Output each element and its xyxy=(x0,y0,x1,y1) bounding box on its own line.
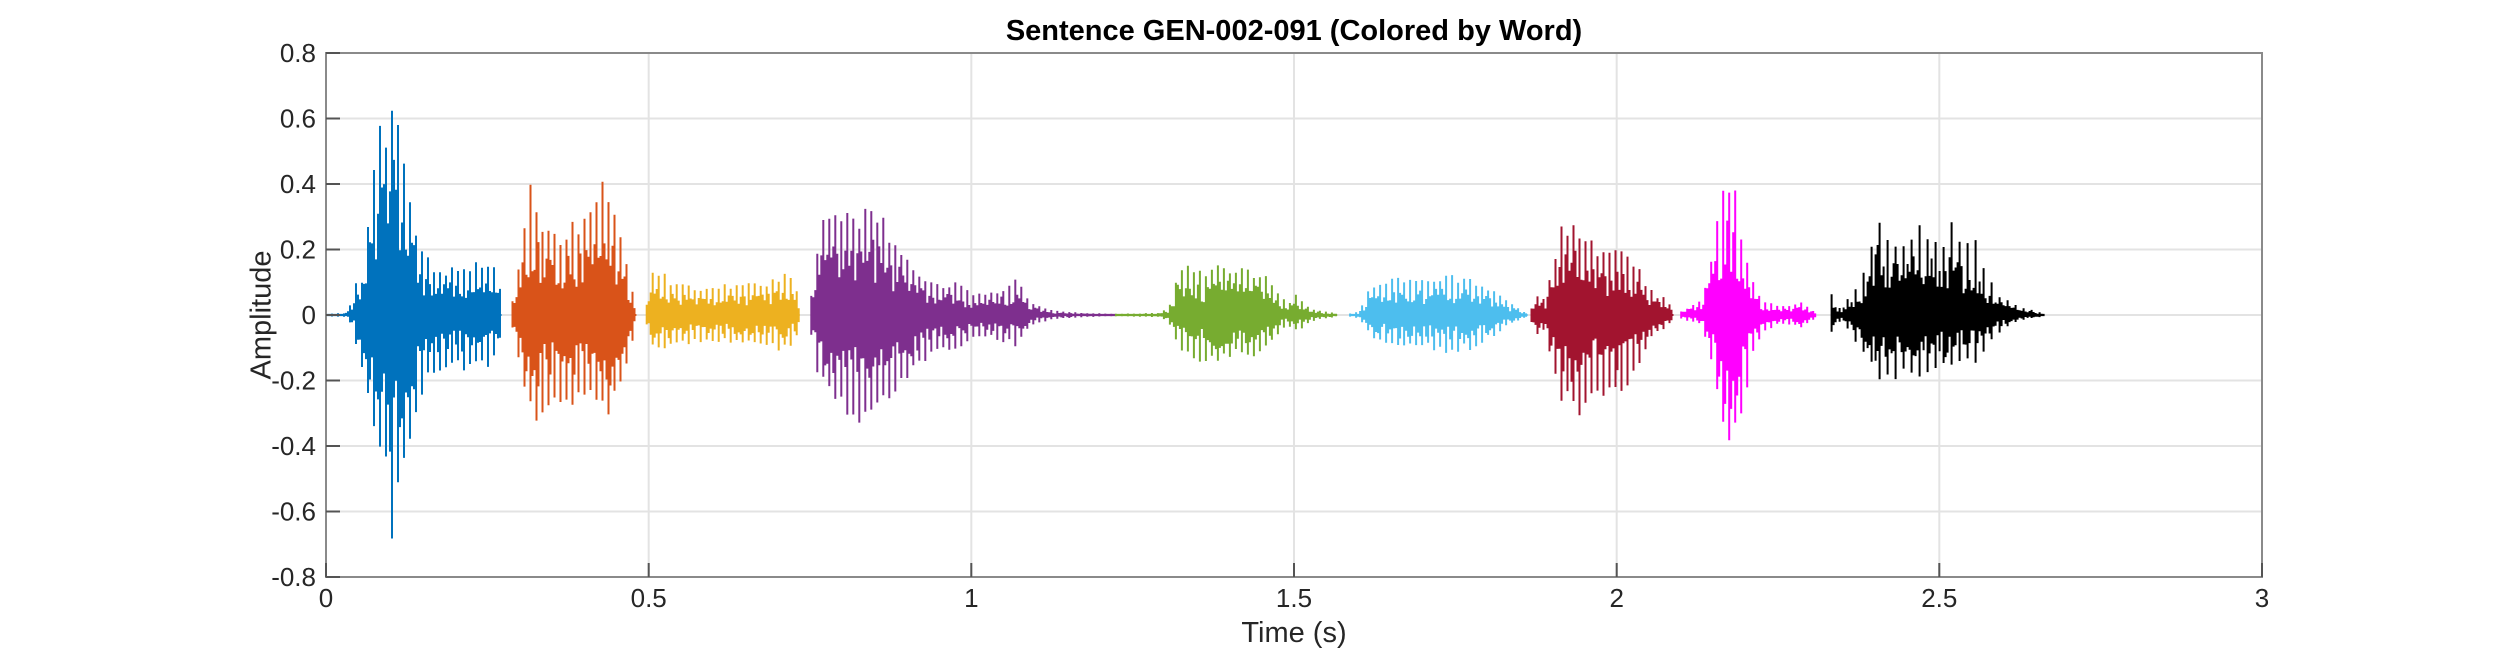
y-tick-label: -0.8 xyxy=(271,562,316,592)
x-tick-label: 1.5 xyxy=(1276,583,1312,613)
waveform-word-8 xyxy=(1680,190,1817,441)
y-tick-label: -0.2 xyxy=(271,366,316,396)
waveform-word-7 xyxy=(1530,225,1673,416)
x-tick-label: 0.5 xyxy=(631,583,667,613)
y-tick-label: -0.6 xyxy=(271,497,316,527)
y-tick-label: 0 xyxy=(302,300,316,330)
x-tick-label: 2 xyxy=(1609,583,1623,613)
waveform-word-5 xyxy=(1114,265,1337,362)
waveform-word-2 xyxy=(511,181,636,421)
x-axis-label: Time (s) xyxy=(1241,617,1347,649)
waveform-word-9 xyxy=(1830,222,2045,380)
waveform-word-1 xyxy=(325,110,501,539)
y-tick-label: 0.6 xyxy=(280,104,316,134)
y-tick-label: 0.8 xyxy=(280,38,316,68)
y-tick-label: 0.2 xyxy=(280,235,316,265)
waveform-word-4 xyxy=(810,208,1117,423)
waveform-word-6 xyxy=(1349,275,1528,353)
waveform-word-3 xyxy=(645,272,800,351)
axis-ticks xyxy=(325,52,2263,578)
x-tick-label: 1 xyxy=(964,583,978,613)
x-tick-labels: 0 0.5 1 1.5 2 2.5 3 xyxy=(319,583,2269,613)
x-tick-label: 3 xyxy=(2255,583,2269,613)
waveform-segments xyxy=(325,110,2045,539)
chart-title: Sentence GEN-002-091 (Colored by Word) xyxy=(1005,15,1583,47)
x-tick-label: 2.5 xyxy=(1921,583,1957,613)
x-tick-label: 0 xyxy=(319,583,333,613)
y-tick-label: 0.4 xyxy=(280,169,316,199)
y-tick-labels: -0.8 -0.6 -0.4 -0.2 0 0.2 0.4 0.6 0.8 xyxy=(271,38,316,592)
y-tick-label: -0.4 xyxy=(271,431,316,461)
